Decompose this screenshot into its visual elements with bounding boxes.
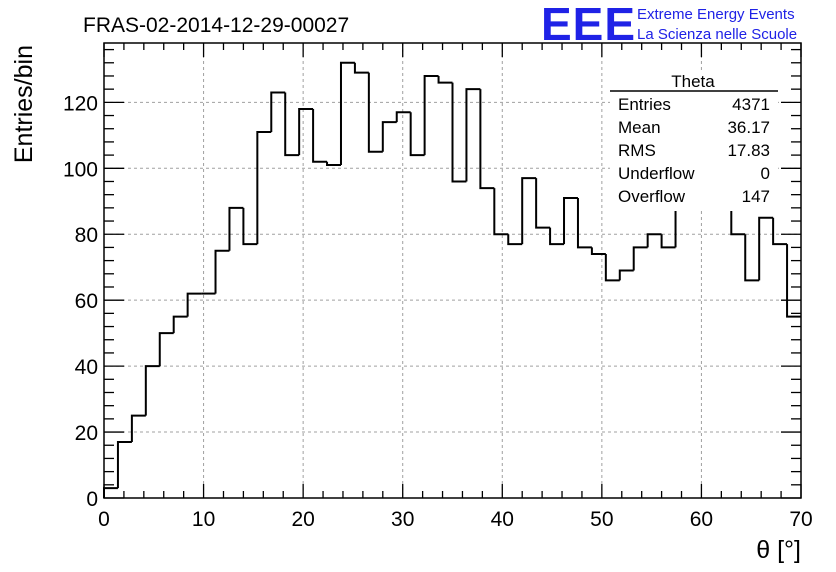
- histogram-bin: [298, 107, 314, 156]
- stats-box: Theta Entries 4371 Mean 36.17 RMS 17.83 Underf…: [610, 72, 778, 211]
- histogram-bin: [576, 197, 592, 249]
- histogram-bin: [144, 365, 160, 416]
- histogram-bin: [228, 206, 244, 251]
- histogram-bin: [730, 201, 746, 236]
- histogram-bin: [772, 217, 788, 246]
- histogram-bin: [451, 82, 467, 183]
- histogram-bin: [507, 234, 523, 246]
- histogram-bin: [479, 89, 495, 190]
- histogram-bin: [339, 61, 355, 165]
- histogram-bin: [381, 121, 397, 152]
- stats-row-label: Underflow: [618, 164, 695, 183]
- eee-logo-mark: EEE: [541, 0, 636, 50]
- histogram-bin: [116, 440, 132, 489]
- plot-title: FRAS-02-2014-12-29-00027: [83, 14, 349, 37]
- histogram-bin: [632, 246, 648, 271]
- histogram-bin: [786, 244, 801, 318]
- stats-row-label: Mean: [618, 118, 661, 137]
- x-axis-label: θ [°]: [756, 536, 801, 564]
- eee-logo-line2: La Scienza nelle Scuole: [637, 26, 797, 43]
- histogram-bin: [186, 292, 202, 317]
- histogram-bin: [646, 233, 662, 248]
- histogram-bin: [395, 111, 411, 123]
- x-tick-label: 0: [98, 508, 110, 531]
- histogram-bin: [744, 234, 760, 282]
- x-tick-label: 70: [789, 508, 812, 531]
- histogram-bin: [172, 315, 188, 334]
- y-tick-label: 80: [75, 224, 98, 247]
- histogram-bin: [674, 206, 690, 248]
- stats-row-label: RMS: [618, 141, 656, 160]
- stats-row-value: 36.17: [727, 118, 770, 137]
- stats-row-value: 4371: [732, 95, 770, 114]
- y-tick-label: 120: [63, 92, 98, 115]
- y-tick-label: 60: [75, 290, 98, 313]
- histogram-bin: [590, 247, 606, 256]
- stats-row-label: Entries: [618, 95, 671, 114]
- y-tick-label: 40: [75, 356, 98, 379]
- histogram-bin: [409, 112, 425, 157]
- x-tick-label: 20: [291, 508, 314, 531]
- histogram-bin: [214, 249, 230, 294]
- histogram-bin: [465, 88, 481, 182]
- histogram-bin: [549, 227, 565, 246]
- stats-box-title: Theta: [671, 72, 715, 91]
- histogram-bin: [604, 254, 620, 282]
- histogram-bin: [493, 188, 509, 236]
- x-tick-label: 60: [690, 508, 713, 531]
- histogram-bin: [284, 92, 300, 157]
- histogram-bin: [130, 414, 146, 442]
- stats-row-value: 17.83: [727, 141, 770, 160]
- histogram-bin: [158, 332, 174, 367]
- histogram-bin: [103, 487, 118, 498]
- stats-row-value: 147: [742, 187, 770, 206]
- x-tick-label: 10: [192, 508, 215, 531]
- y-axis-label: Entries/bin: [10, 45, 38, 163]
- histogram-bin: [521, 177, 537, 245]
- x-tick-label: 40: [491, 508, 514, 531]
- y-tick-label: 100: [63, 158, 98, 181]
- histogram-bin: [367, 72, 383, 153]
- histogram-bin: [312, 108, 328, 163]
- eee-logo-line1: Extreme Energy Events: [637, 6, 795, 23]
- stats-row-value: 0: [761, 164, 770, 183]
- histogram-bin: [563, 196, 578, 245]
- plot-frame: [103, 42, 802, 499]
- eee-logo: EEE Extreme Energy Events La Scienza nel…: [541, 0, 797, 50]
- histogram-bin: [660, 234, 676, 249]
- histogram-bin: [270, 91, 286, 133]
- y-tick-label: 0: [86, 488, 98, 511]
- histogram-bin: [758, 216, 774, 281]
- histogram-bin: [535, 178, 551, 229]
- y-tick-label: 20: [75, 422, 98, 445]
- histogram-bin: [423, 74, 439, 156]
- x-tick-label: 50: [590, 508, 613, 531]
- histogram-bin: [326, 161, 341, 166]
- histogram-bin: [242, 207, 258, 246]
- axis-ticks: [103, 43, 802, 499]
- histogram-bin: [437, 75, 453, 84]
- x-tick-label: 30: [391, 508, 414, 531]
- histogram-bin: [353, 62, 369, 74]
- x-tick-labels: 0 10 20 30 40 50 60 70: [98, 508, 813, 531]
- histogram-bin: [618, 269, 634, 281]
- stats-row-label: Overflow: [618, 187, 686, 206]
- y-tick-labels: 0 20 40 60 80 100 120: [63, 92, 98, 511]
- histogram-bin: [256, 131, 272, 245]
